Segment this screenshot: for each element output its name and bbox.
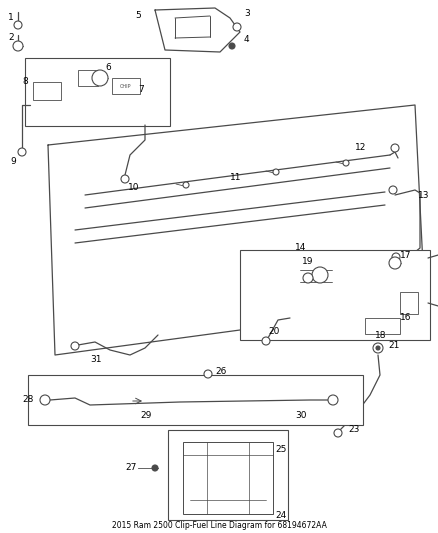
Text: 23: 23 <box>348 425 359 434</box>
Text: 7: 7 <box>138 85 144 94</box>
Text: 4: 4 <box>244 36 250 44</box>
Text: 27: 27 <box>125 464 136 472</box>
Bar <box>400 292 418 314</box>
Text: 16: 16 <box>400 313 411 322</box>
Text: 13: 13 <box>418 190 430 199</box>
Text: 17: 17 <box>400 251 411 260</box>
Circle shape <box>262 337 270 345</box>
Text: 18: 18 <box>375 332 386 341</box>
Bar <box>78 70 98 86</box>
Text: 21: 21 <box>388 342 399 351</box>
Text: 1: 1 <box>8 13 14 22</box>
Text: 20: 20 <box>268 327 279 336</box>
Circle shape <box>229 43 235 49</box>
Text: 3: 3 <box>244 10 250 19</box>
Circle shape <box>391 144 399 152</box>
Circle shape <box>273 169 279 175</box>
Text: 11: 11 <box>230 174 241 182</box>
Circle shape <box>233 23 241 31</box>
Text: 6: 6 <box>105 63 111 72</box>
Circle shape <box>392 253 400 261</box>
Circle shape <box>71 342 79 350</box>
Bar <box>112 78 140 94</box>
Circle shape <box>373 343 383 353</box>
Bar <box>33 82 61 100</box>
Text: CHIP: CHIP <box>120 84 132 88</box>
Circle shape <box>13 41 23 51</box>
Text: 29: 29 <box>140 410 152 419</box>
Text: 9: 9 <box>10 157 16 166</box>
Bar <box>183 442 273 514</box>
Bar <box>240 250 430 340</box>
Circle shape <box>328 395 338 405</box>
Circle shape <box>14 21 22 29</box>
Text: 10: 10 <box>128 183 139 192</box>
Circle shape <box>389 186 397 194</box>
Circle shape <box>40 395 50 405</box>
Bar <box>365 318 400 334</box>
Circle shape <box>183 182 189 188</box>
Text: 24: 24 <box>275 511 286 520</box>
Text: 28: 28 <box>22 395 33 405</box>
Circle shape <box>389 257 401 269</box>
Text: 14: 14 <box>295 244 306 253</box>
Text: 25: 25 <box>275 446 286 455</box>
Text: 19: 19 <box>302 257 314 266</box>
Circle shape <box>204 370 212 378</box>
Text: 2: 2 <box>8 34 14 43</box>
Circle shape <box>303 273 313 283</box>
Text: 12: 12 <box>355 143 366 152</box>
Bar <box>168 430 288 520</box>
Circle shape <box>343 160 349 166</box>
Text: 8: 8 <box>22 77 28 86</box>
Text: 5: 5 <box>135 12 141 20</box>
Circle shape <box>152 465 158 471</box>
Bar <box>25 58 170 126</box>
Circle shape <box>376 346 380 350</box>
Text: 26: 26 <box>215 367 226 376</box>
Circle shape <box>312 267 328 283</box>
Bar <box>28 375 363 425</box>
Text: 2015 Ram 2500 Clip-Fuel Line Diagram for 68194672AA: 2015 Ram 2500 Clip-Fuel Line Diagram for… <box>112 521 326 530</box>
Circle shape <box>18 148 26 156</box>
Circle shape <box>334 429 342 437</box>
Text: 30: 30 <box>295 410 307 419</box>
Text: 31: 31 <box>90 356 102 365</box>
Circle shape <box>121 175 129 183</box>
Circle shape <box>92 70 108 86</box>
